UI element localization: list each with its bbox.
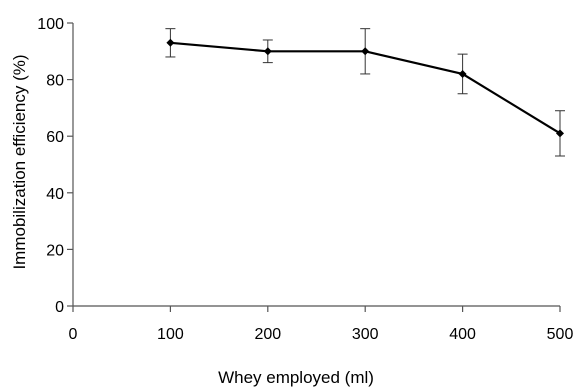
y-tick-label: 80 <box>46 73 64 90</box>
data-point-marker <box>263 47 272 56</box>
chart-axes <box>72 23 560 307</box>
x-tick-label: 400 <box>449 326 476 343</box>
y-tick-label: 40 <box>46 186 64 203</box>
x-tick-label: 100 <box>157 326 184 343</box>
y-tick-label: 100 <box>37 16 64 33</box>
x-tick-label: 300 <box>352 326 379 343</box>
tick-labels: 0 100 200 300 400 500 0 20 40 60 80 100 <box>37 16 573 343</box>
x-axis-title: Whey employed (ml) <box>218 368 374 387</box>
y-tick-label: 60 <box>46 129 64 146</box>
x-tick-label: 0 <box>69 326 78 343</box>
data-point-marker <box>458 69 467 78</box>
x-tick-label: 500 <box>547 326 574 343</box>
y-tick-label: 0 <box>55 299 64 316</box>
data-point-marker <box>361 47 370 56</box>
y-axis-title: Immobilization efficiency (%) <box>10 54 29 269</box>
data-point-marker <box>556 129 564 138</box>
data-point-marker <box>166 38 175 47</box>
chart-ticks <box>67 22 561 312</box>
y-tick-label: 20 <box>46 242 64 259</box>
data-markers <box>166 38 564 138</box>
x-tick-label: 200 <box>254 326 281 343</box>
